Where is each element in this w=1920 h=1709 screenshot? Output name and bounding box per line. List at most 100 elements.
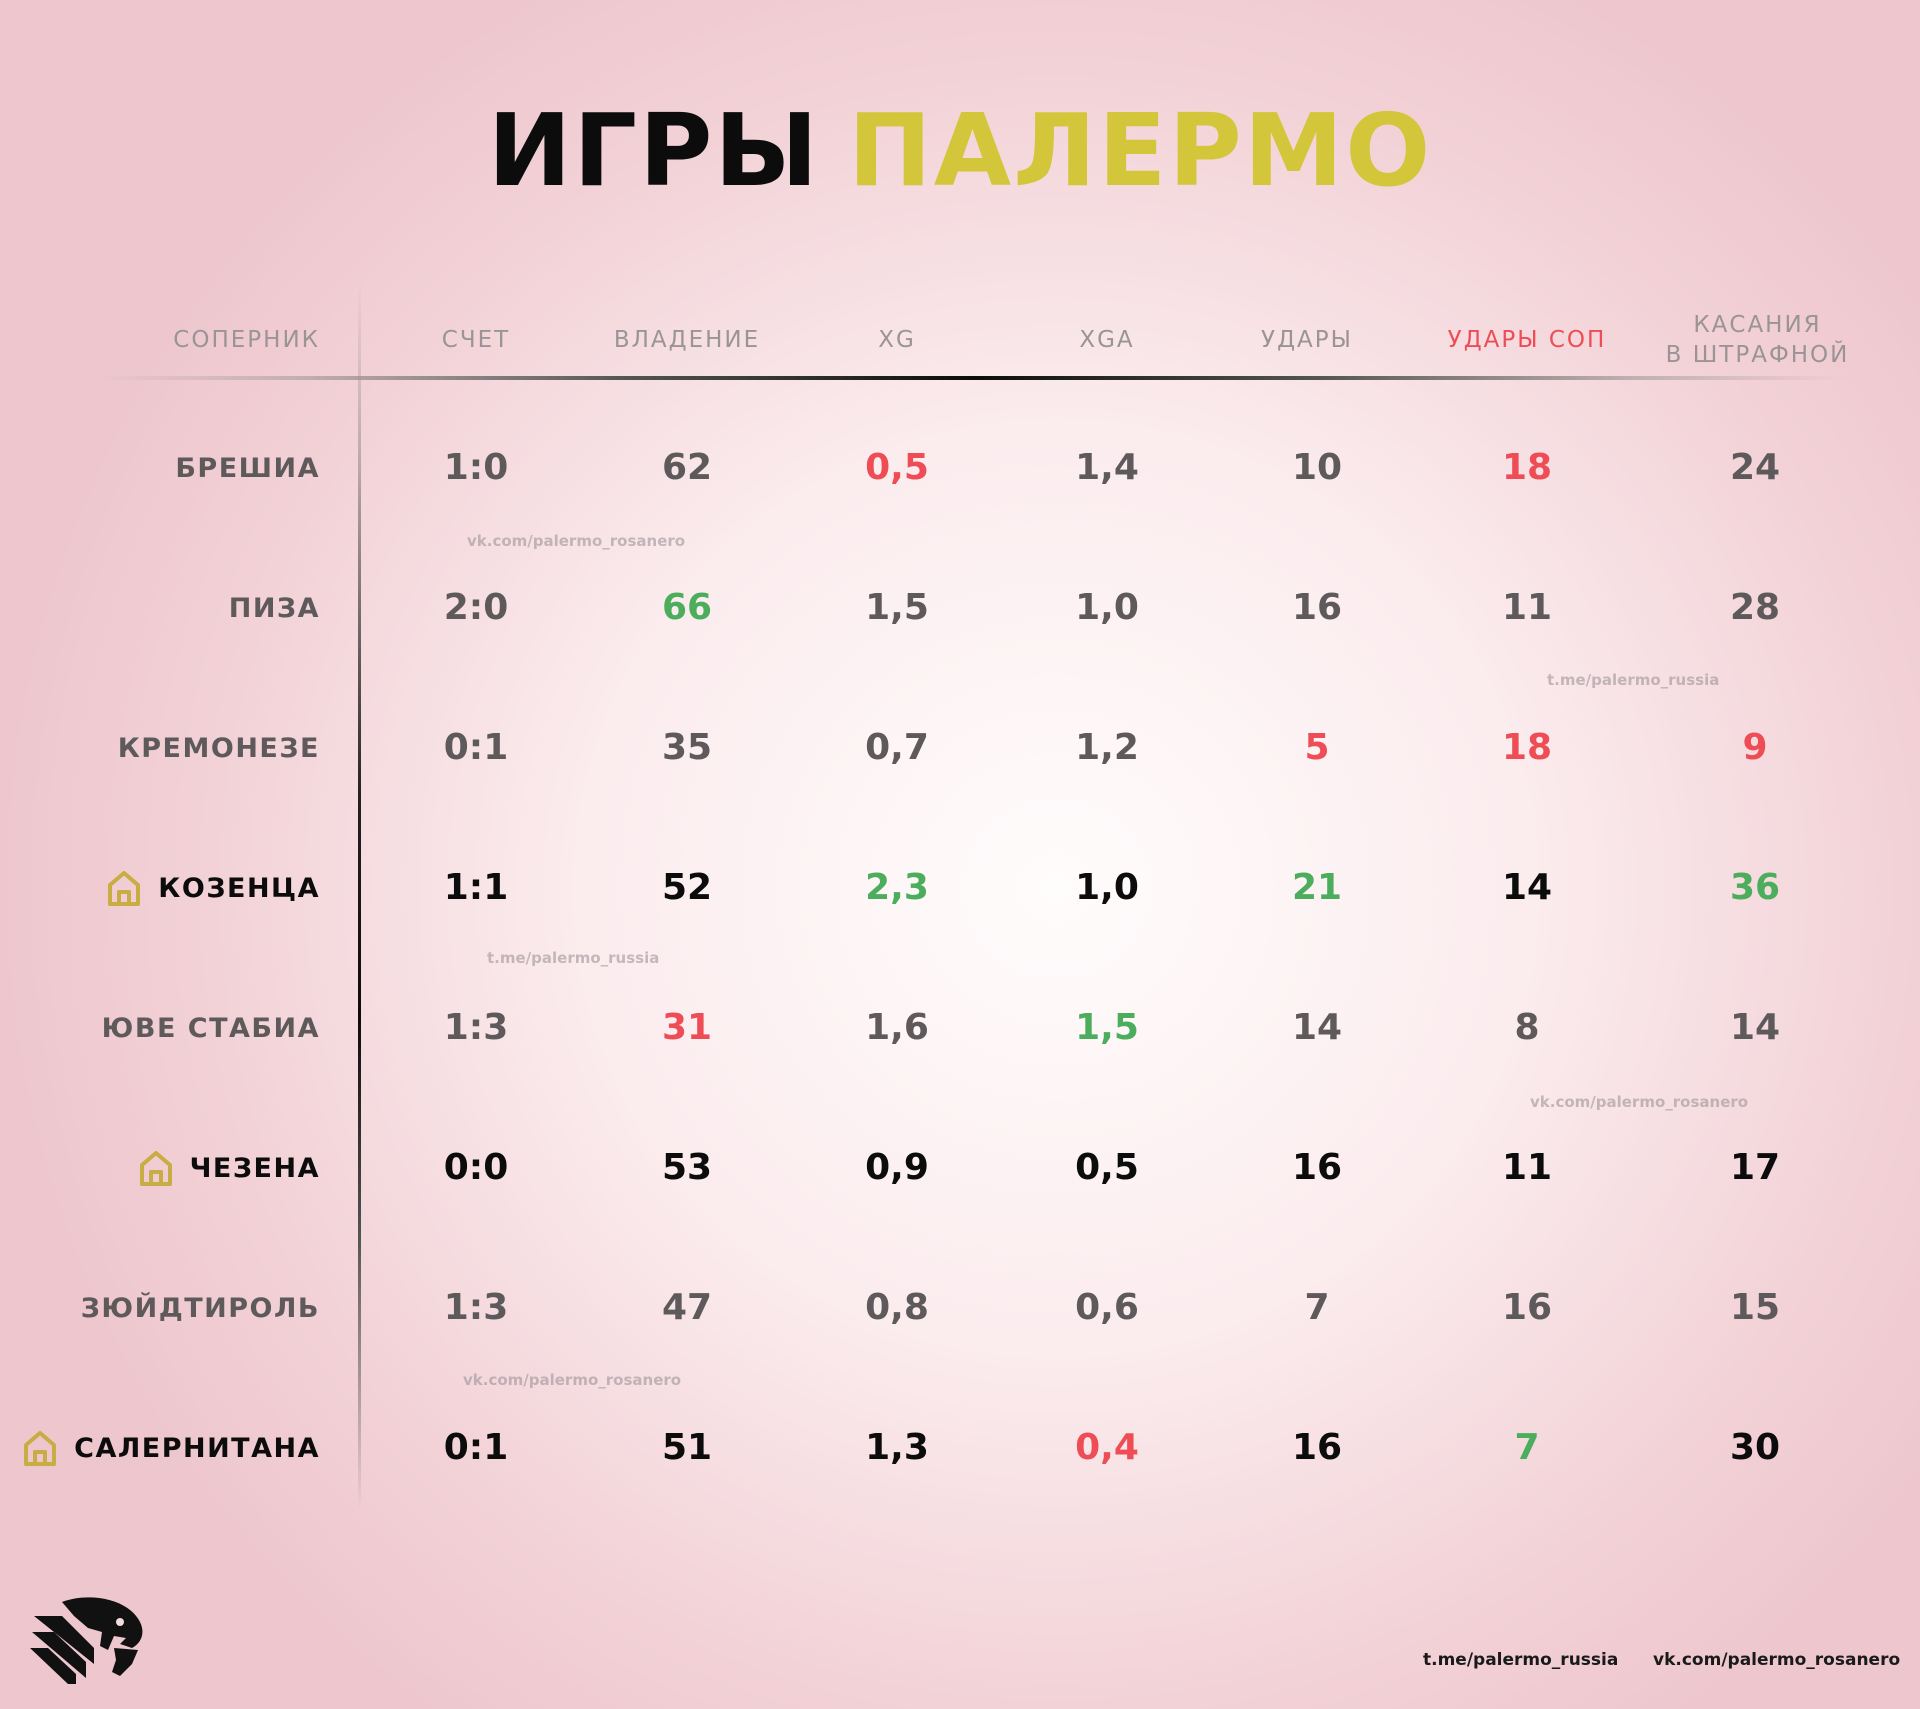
table-row: ЮВЕ СТАБИА 1:3 31 1,6 1,5 14 8 14 [0, 998, 1920, 1058]
box-touches-cell: 9 [1742, 727, 1768, 768]
xga-cell: 1,0 [1075, 867, 1139, 908]
opp-shots-cell: 18 [1501, 727, 1553, 768]
possession-cell: 62 [661, 447, 713, 488]
team-name: ЗЮЙДТИРОЛЬ [80, 1292, 320, 1324]
table-row: ЗЮЙДТИРОЛЬ 1:3 47 0,8 0,6 7 16 15 [0, 1278, 1920, 1338]
opp-shots-cell: 11 [1501, 587, 1553, 628]
box-touches-cell: 15 [1729, 1287, 1781, 1328]
header-xg: XG [878, 327, 916, 353]
xg-cell: 2,3 [865, 867, 929, 908]
footer-vk-link[interactable]: vk.com/palermo_rosanero [1653, 1650, 1901, 1670]
watermark: t.me/palermo_russia [1547, 671, 1720, 689]
header-box-touches-line2: В ШТРАФНОЙ [1665, 342, 1850, 368]
opp-shots-cell: 14 [1501, 867, 1553, 908]
home-icon [139, 1151, 172, 1186]
score-cell: 2:0 [443, 587, 509, 628]
home-icon [24, 1431, 57, 1466]
header-divider [100, 376, 1845, 380]
table-row: ЧЕЗЕНА 0:0 53 0,9 0,5 16 11 17 [0, 1138, 1920, 1198]
team-cell: ЗЮЙДТИРОЛЬ [81, 1278, 320, 1338]
team-cell: САЛЕРНИТАНА [20, 1418, 320, 1478]
shots-cell: 5 [1304, 727, 1330, 768]
score-cell: 0:1 [443, 727, 509, 768]
score-cell: 0:1 [443, 1427, 509, 1468]
team-name: БРЕШИА [175, 452, 320, 484]
possession-cell: 66 [661, 587, 713, 628]
team-cell: БРЕШИА [175, 438, 320, 498]
possession-cell: 35 [661, 727, 713, 768]
box-touches-cell: 14 [1729, 1007, 1781, 1048]
palermo-eagle-logo [30, 1597, 143, 1684]
team-cell: КРЕМОНЕЗЕ [118, 718, 320, 778]
opp-shots-cell: 8 [1514, 1007, 1540, 1048]
watermark: vk.com/palermo_rosanero [467, 532, 686, 550]
box-touches-cell: 24 [1729, 447, 1781, 488]
score-cell: 1:3 [443, 1007, 509, 1048]
box-touches-cell: 28 [1729, 587, 1781, 628]
team-name: ЮВЕ СТАБИА [101, 1012, 320, 1044]
title-part-1: ИГРЫ [487, 92, 821, 209]
xga-cell: 1,0 [1075, 587, 1139, 628]
team-name: КОЗЕНЦА [158, 872, 320, 904]
table-row: ПИЗА 2:0 66 1,5 1,0 16 11 28 [0, 578, 1920, 638]
column-divider [358, 280, 361, 1510]
xg-cell: 0,7 [865, 727, 929, 768]
shots-cell: 14 [1291, 1007, 1343, 1048]
header-shots: УДАРЫ [1261, 327, 1353, 353]
team-name: КРЕМОНЕЗЕ [117, 732, 320, 764]
box-touches-cell: 36 [1729, 867, 1781, 908]
header-opponent: СОПЕРНИК [173, 327, 320, 353]
team-cell: ЮВЕ СТАБИА [102, 998, 320, 1058]
header-opp-shots: УДАРЫ СОП [1447, 327, 1607, 353]
table-row: САЛЕРНИТАНА 0:1 51 1,3 0,4 16 7 30 [0, 1418, 1920, 1478]
shots-cell: 16 [1291, 1147, 1343, 1188]
team-cell: КОЗЕНЦА [104, 858, 320, 918]
possession-cell: 51 [661, 1427, 713, 1468]
team-cell: ЧЕЗЕНА [136, 1138, 320, 1198]
score-cell: 1:0 [443, 447, 509, 488]
title-part-2: ПАЛЕРМО [848, 92, 1433, 209]
xga-cell: 0,6 [1075, 1287, 1139, 1328]
opp-shots-cell: 16 [1501, 1287, 1553, 1328]
score-cell: 0:0 [443, 1147, 509, 1188]
header-possession: ВЛАДЕНИЕ [613, 327, 761, 353]
team-name: ЧЕЗЕНА [189, 1152, 320, 1184]
xga-cell: 1,2 [1075, 727, 1139, 768]
score-cell: 1:1 [443, 867, 509, 908]
xg-cell: 0,9 [865, 1147, 929, 1188]
page-title: ИГРЫ ПАЛЕРМО [0, 92, 1920, 209]
watermark: vk.com/palermo_rosanero [463, 1371, 682, 1389]
header-xga: XGA [1079, 327, 1135, 353]
opp-shots-cell: 11 [1501, 1147, 1553, 1188]
shots-cell: 16 [1291, 1427, 1343, 1468]
xga-cell: 1,4 [1075, 447, 1139, 488]
box-touches-cell: 30 [1729, 1427, 1781, 1468]
xga-cell: 0,5 [1075, 1147, 1139, 1188]
footer-telegram-link[interactable]: t.me/palermo_russia [1423, 1650, 1619, 1670]
team-cell: ПИЗА [229, 578, 320, 638]
xg-cell: 1,6 [865, 1007, 929, 1048]
xg-cell: 0,8 [865, 1287, 929, 1328]
possession-cell: 53 [661, 1147, 713, 1188]
table-row: КРЕМОНЕЗЕ 0:1 35 0,7 1,2 5 18 9 [0, 718, 1920, 778]
possession-cell: 47 [661, 1287, 713, 1328]
xg-cell: 1,3 [865, 1427, 929, 1468]
home-icon [108, 871, 141, 906]
header-box-touches-line1: КАСАНИЯ [1693, 312, 1822, 338]
watermark: t.me/palermo_russia [487, 949, 660, 967]
team-name: ПИЗА [228, 592, 320, 624]
shots-cell: 16 [1291, 587, 1343, 628]
xga-cell: 1,5 [1075, 1007, 1139, 1048]
xg-cell: 1,5 [865, 587, 929, 628]
opp-shots-cell: 7 [1514, 1427, 1540, 1468]
xga-cell: 0,4 [1075, 1427, 1139, 1468]
shots-cell: 21 [1291, 867, 1343, 908]
team-name: САЛЕРНИТАНА [74, 1432, 320, 1464]
possession-cell: 52 [661, 867, 713, 908]
score-cell: 1:3 [443, 1287, 509, 1328]
opp-shots-cell: 18 [1501, 447, 1553, 488]
box-touches-cell: 17 [1729, 1147, 1781, 1188]
shots-cell: 7 [1304, 1287, 1330, 1328]
table-row: БРЕШИА 1:0 62 0,5 1,4 10 18 24 [0, 438, 1920, 498]
possession-cell: 31 [661, 1007, 713, 1048]
